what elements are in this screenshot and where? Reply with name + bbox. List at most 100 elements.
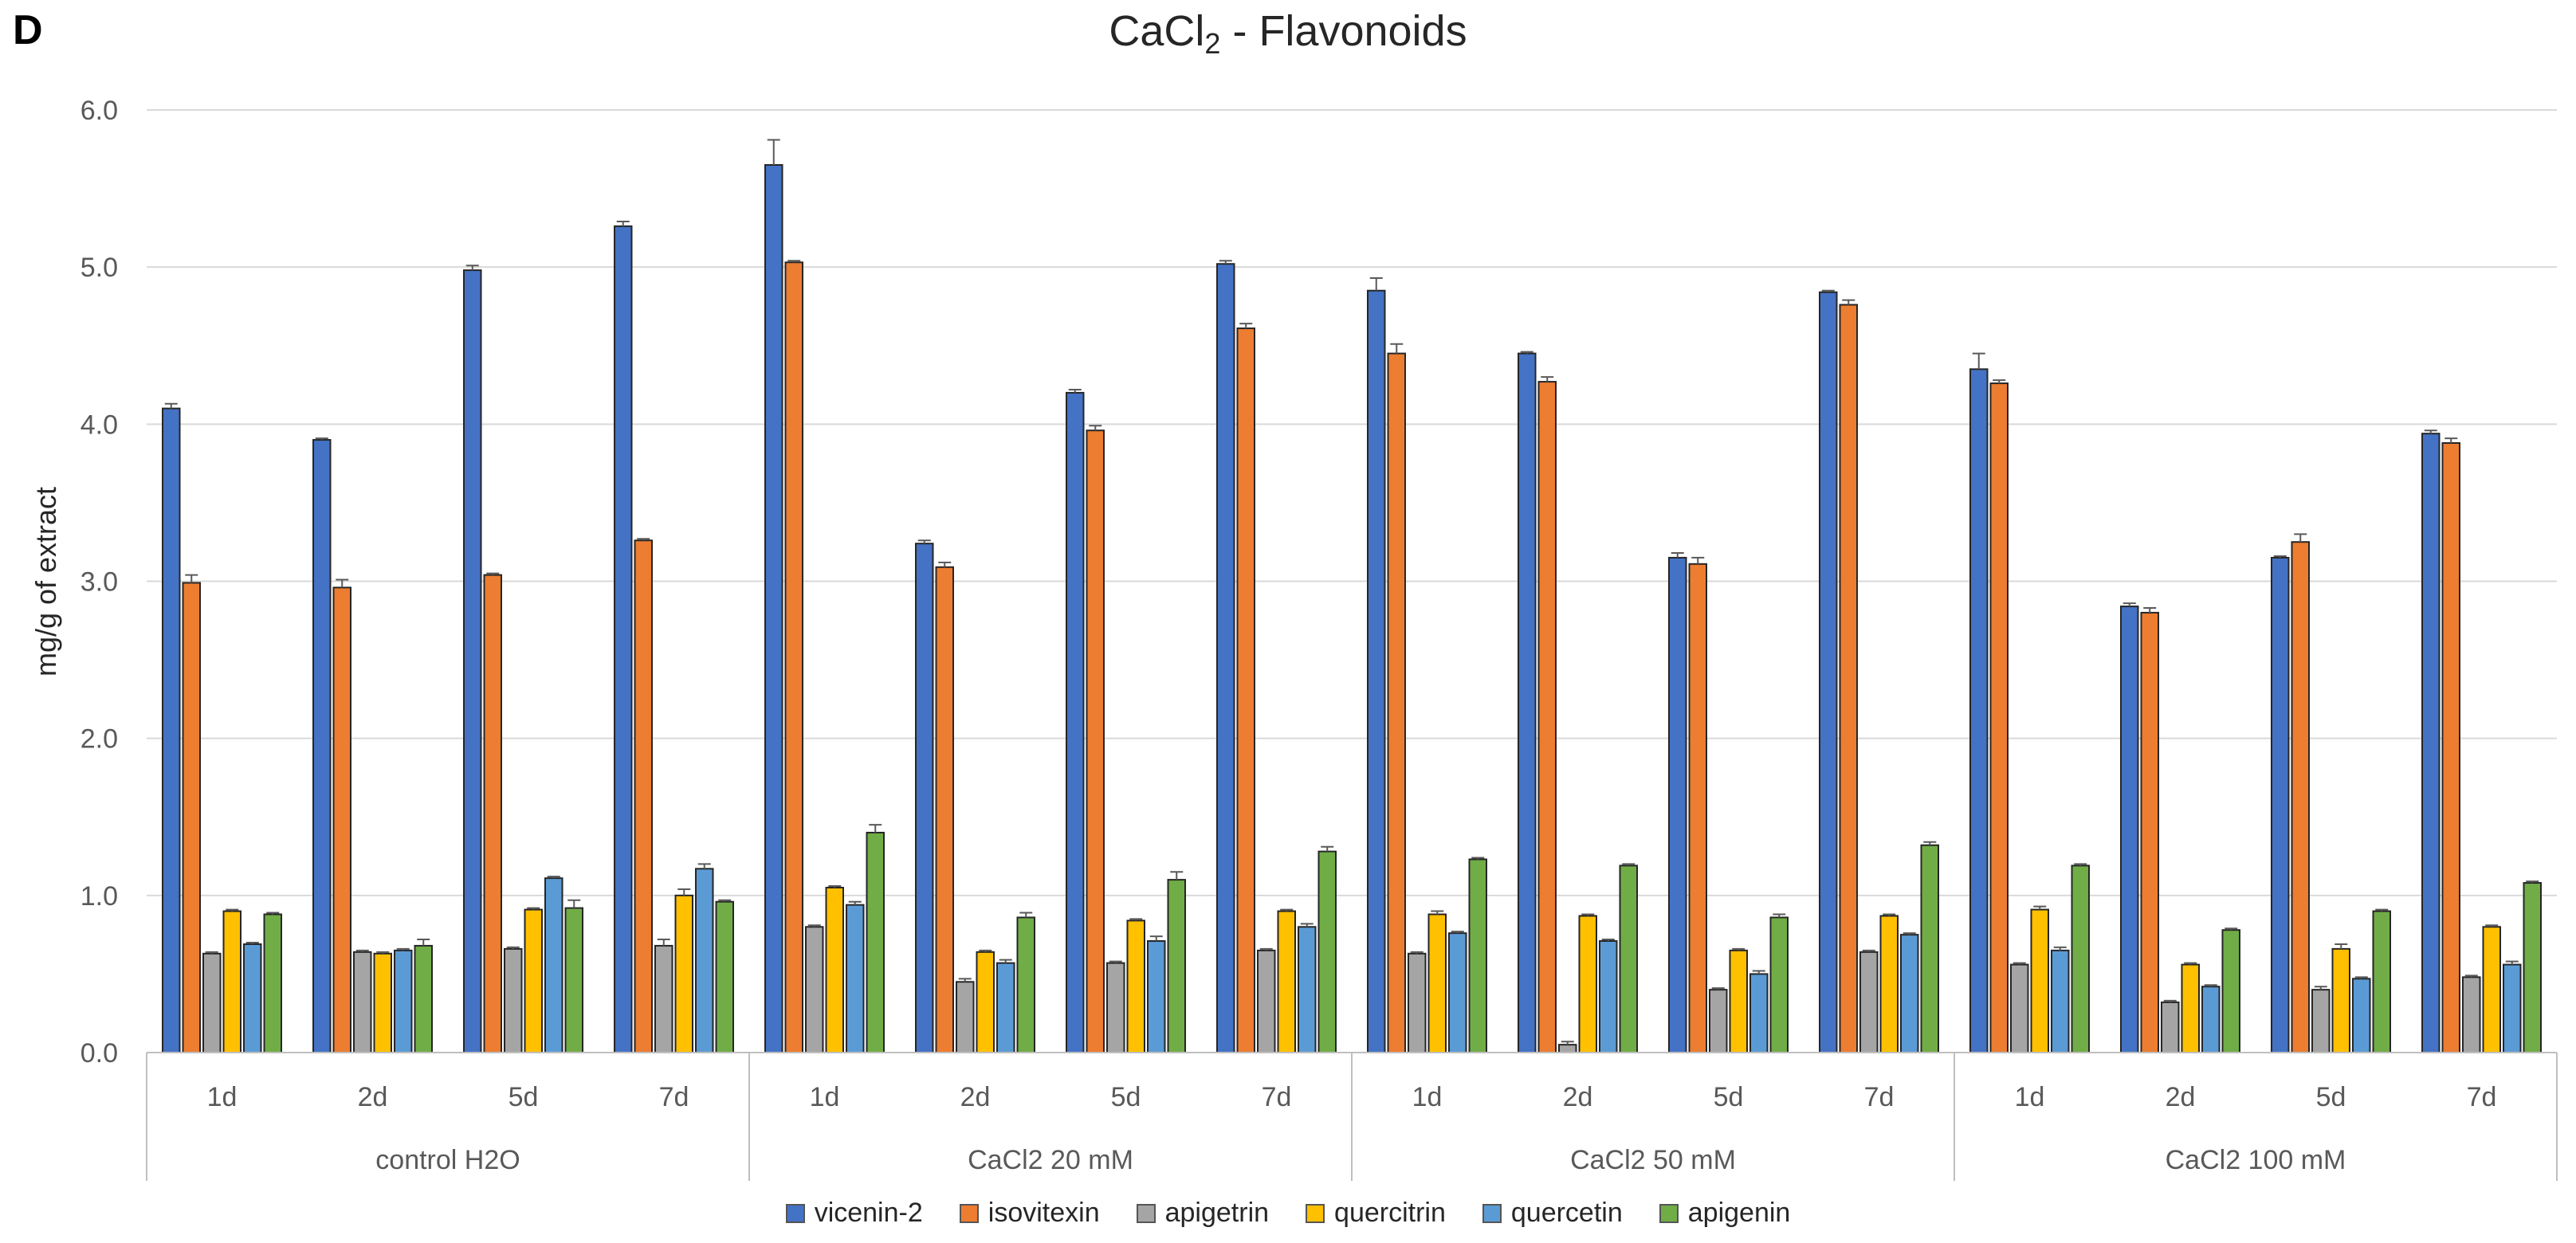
group-label: control H2O [375,1145,520,1175]
bar-quercetin [2503,963,2522,1053]
bar-vicenin-2 [915,543,934,1053]
x-tick-label: 7d [1262,1082,1292,1112]
bar-quercetin [1749,973,1769,1053]
x-tick-label: 7d [659,1082,689,1112]
bar-apigenin [1317,850,1337,1054]
bar-quercetin [695,868,714,1053]
legend: vicenin-2 isovitexin apigetrin quercitrin qu… [0,1198,2576,1229]
bar-vicenin-2 [162,407,181,1053]
legend-item: quercitrin [1306,1198,1446,1229]
bar-vicenin-2 [1066,391,1085,1053]
bar-vicenin-2 [764,164,783,1054]
bar-apigenin [414,944,433,1053]
legend-swatch [959,1203,979,1223]
bar-isovitexin [2291,541,2310,1053]
x-tick-label: 2d [358,1082,388,1112]
bar-apigetrin [1257,949,1276,1054]
bar-isovitexin [1086,429,1105,1053]
y-tick-label: 4.0 [80,410,118,440]
legend-item: vicenin-2 [785,1198,923,1229]
legend-label: quercitrin [1334,1198,1446,1228]
bar-quercitrin [1277,910,1296,1054]
bar-quercitrin [2181,963,2200,1053]
bar-apigenin [1920,844,1939,1053]
title-subscript: 2 [1204,27,1221,60]
x-tick-label: 5d [509,1082,539,1112]
bar-apigetrin [2462,976,2481,1053]
legend-swatch [1482,1203,1502,1223]
bar-apigetrin [1709,989,1728,1053]
x-tick-label: 1d [810,1082,840,1112]
bar-isovitexin [1387,352,1406,1053]
x-tick-label: 1d [207,1082,238,1112]
group-label: CaCl2 50 mM [1570,1145,1736,1175]
bar-quercetin [243,943,262,1053]
bar-apigenin [1468,858,1487,1053]
bar-quercetin [1448,932,1467,1053]
bar-vicenin-2 [312,439,332,1053]
bar-apigenin [2071,865,2090,1054]
bar-isovitexin [1537,381,1557,1053]
x-tick-label: 7d [1864,1082,1895,1112]
bar-apigetrin [1106,962,1125,1053]
bar-vicenin-2 [1367,289,1386,1054]
bar-quercetin [1298,926,1317,1054]
bar-vicenin-2 [463,269,482,1053]
bar-apigetrin [2010,963,2029,1053]
bar-isovitexin [784,261,803,1054]
bar-quercetin [996,962,1015,1053]
x-tick-label: 1d [1412,1082,1443,1112]
bar-apigenin [2372,910,2391,1054]
bar-isovitexin [182,582,201,1053]
bar-quercitrin [2030,908,2049,1054]
bar-apigenin [1016,916,1035,1053]
y-tick-label: 1.0 [80,881,118,912]
bar-apigetrin [956,981,975,1054]
bar-vicenin-2 [1216,263,1235,1053]
bar-apigetrin [2311,989,2331,1053]
bar-vicenin-2 [1819,291,1838,1054]
legend-label: isovitexin [988,1198,1100,1228]
bar-isovitexin [332,586,351,1053]
bar-isovitexin [1989,382,2009,1053]
y-tick-label: 3.0 [80,567,118,598]
x-tick-label: 5d [1714,1082,1744,1112]
bar-isovitexin [634,539,653,1053]
bar-apigetrin [1859,951,1879,1054]
bar-quercetin [1147,940,1166,1054]
bar-apigenin [2221,929,2240,1053]
legend-item: apigenin [1659,1198,1790,1229]
bar-quercetin [2051,949,2070,1054]
bar-quercitrin [373,952,392,1054]
chart-title: CaCl2 - Flavonoids [0,6,2576,61]
bar-quercitrin [1126,920,1145,1053]
bar-quercetin [2352,978,2371,1053]
bar-apigenin [1167,879,1186,1054]
legend-swatch [1659,1203,1679,1223]
bar-quercitrin [2482,926,2501,1054]
legend-label: apigetrin [1164,1198,1270,1228]
bar-isovitexin [1839,304,1858,1053]
bar-apigetrin [1558,1044,1577,1054]
bar-quercitrin [825,886,844,1053]
bar-quercetin [2201,986,2221,1053]
bar-apigenin [1769,916,1789,1053]
x-tick-label: 2d [1563,1082,1593,1112]
bar-isovitexin [483,574,502,1053]
bar-vicenin-2 [2120,606,2139,1053]
legend-label: quercetin [1510,1198,1623,1228]
legend-item: apigetrin [1136,1198,1270,1229]
legend-item: isovitexin [959,1198,1100,1229]
legend-swatch [1306,1203,1325,1223]
bar-quercitrin [2331,947,2350,1053]
bar-quercitrin [1578,915,1597,1053]
bar-apigenin [2523,882,2542,1054]
bar-quercitrin [1879,915,1899,1053]
title-rest: - Flavonoids [1220,7,1467,55]
bar-apigenin [715,900,734,1053]
bar-vicenin-2 [2271,556,2290,1053]
bar-quercetin [544,877,564,1054]
y-tick-label: 6.0 [80,96,118,126]
group-label: CaCl2 20 mM [968,1145,1133,1175]
